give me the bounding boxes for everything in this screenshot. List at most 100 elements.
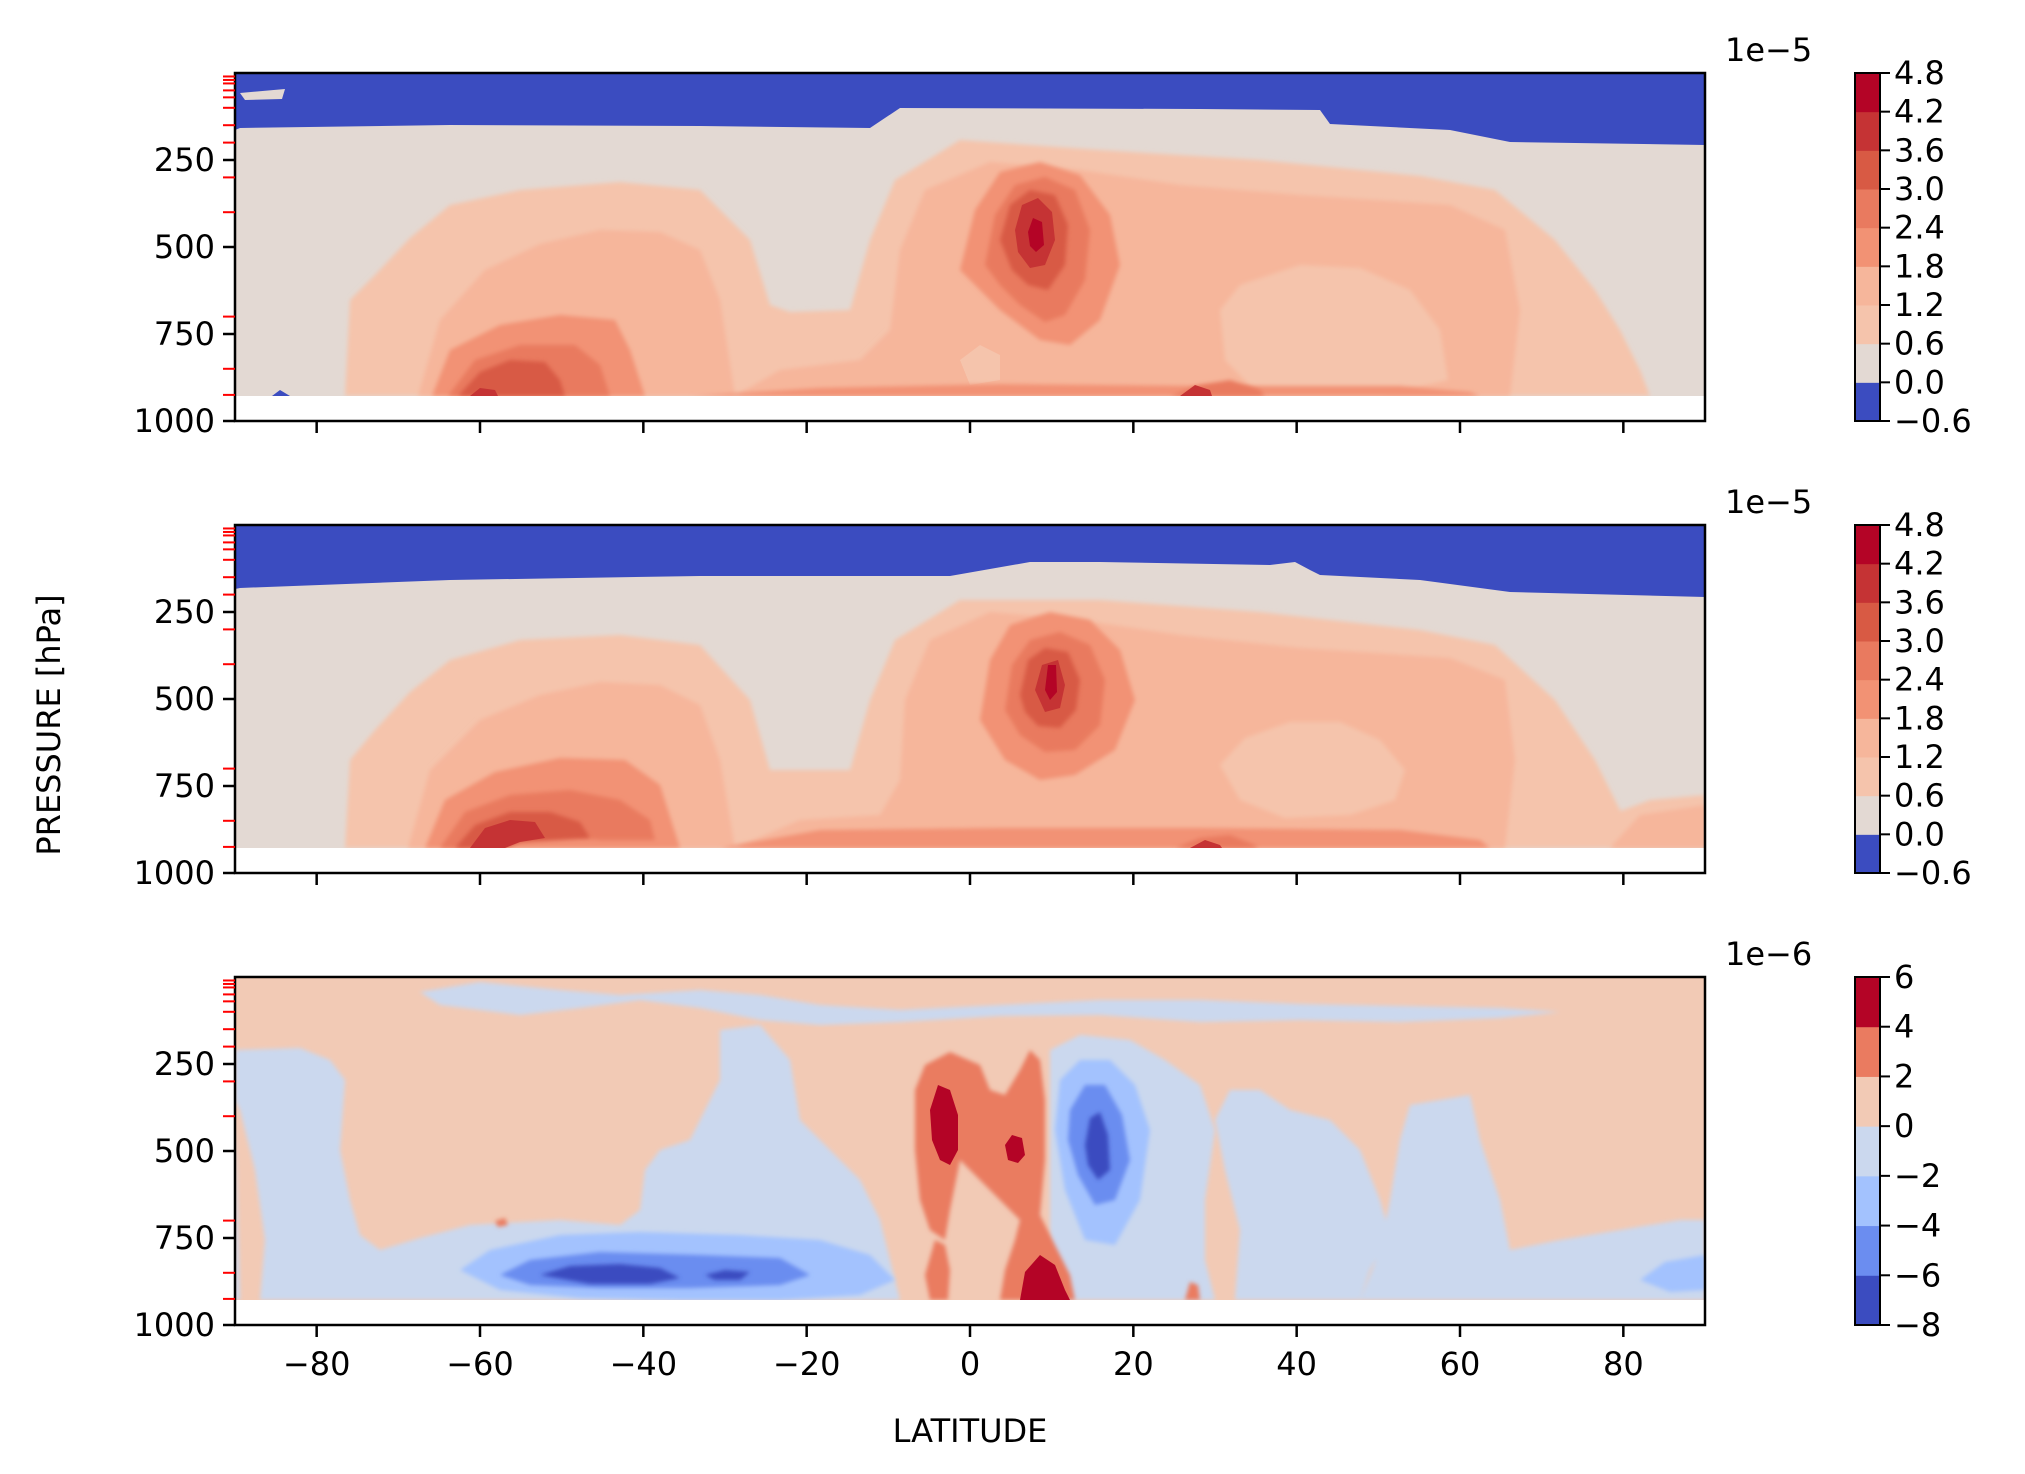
x-axis-middle [315,873,1625,885]
colorbar-tick-label: −6 [1894,1256,1941,1294]
colorbar-segment [1855,1225,1880,1276]
colorbar-multiplier: 1e−5 [1725,483,1812,521]
colorbar-segment [1855,227,1880,267]
colorbar-tick-label: 0.6 [1894,777,1945,815]
x-tick-label: 0 [960,1345,980,1383]
colorbar-segment [1855,563,1880,603]
colorbar-frame [1854,524,1881,874]
colorbar-tick-label: 0.0 [1894,815,1945,853]
y-tick-label: 500 [154,680,215,718]
colorbar-tick-label: 0 [1894,1107,1914,1145]
colorbar-tick-label: 4.8 [1894,506,1945,544]
x-tick-label: −80 [283,1345,351,1383]
x-tick-label: 80 [1603,1345,1644,1383]
colorbar-tick-label: 4.2 [1894,545,1945,583]
panel-bottom: 250 500 750 1000 −80 −60 −40 −20 0 20 40 60 80 [134,975,1707,1383]
colorbar-segment [1855,1275,1880,1326]
colorbar-tick-label: 4 [1894,1008,1914,1046]
colorbar-tick-label: 3.6 [1894,131,1945,169]
colorbar-tick-label: 1.8 [1894,699,1945,737]
colorbar-tick-label: 3.6 [1894,583,1945,621]
colorbar-tick-label: 1.8 [1894,247,1945,285]
colorbar-segment [1855,1175,1880,1227]
y-tick-label: 750 [154,1219,215,1257]
contour-l36-top [470,198,1212,396]
colorbar-segment [1855,718,1880,758]
y-tick-label: 250 [154,141,215,179]
colorbar-multiplier: 1e−6 [1725,935,1812,973]
contour-negative-band-middle [235,525,1705,597]
y-tick-label: 750 [154,315,215,353]
colorbar-segment [1855,1026,1880,1077]
y-tick-label: 1000 [134,854,215,892]
contour-lneg2-left-bottom [235,1025,900,1300]
colorbar-tick-label: 3.0 [1894,170,1945,208]
colorbar-tick-label: 2.4 [1894,661,1945,699]
colorbar-segment [1855,111,1880,151]
contour-l30-top [458,190,1068,396]
y-axis-label: PRESSURE [hPa] [30,594,68,855]
y-tick-label: 1000 [134,1306,215,1344]
colorbar-segment [1855,757,1880,797]
contour-gap-top [240,89,285,100]
colorbar-multiplier: 1e−5 [1725,31,1812,69]
x-tick-label: 60 [1440,1345,1481,1383]
x-axis-label: LATITUDE [893,1412,1048,1450]
x-tick-label: −40 [610,1345,678,1383]
contour-l4-bottom [930,1085,1070,1300]
x-tick-label: −60 [446,1345,514,1383]
colorbar-tick-label: −8 [1894,1306,1941,1344]
contour-l2-bottom [495,1050,1200,1300]
colorbar-tick-label: 6 [1894,958,1914,996]
colorbar-tick-label: 4.8 [1894,54,1945,92]
data-gap-bottom [235,1300,1705,1325]
contour-lneg2-right-bottom [1215,1090,1705,1300]
colorbar-segment [1855,343,1880,383]
contour-lneg2-top-bottom [420,982,1560,1025]
contour-l42-top [1028,218,1044,252]
y-tick-label: 250 [154,593,215,631]
y-tick-label: 500 [154,1132,215,1170]
colorbar-tick-label: 0.0 [1894,363,1945,401]
contour-l12-spot-top [960,345,1000,385]
colorbar-segment [1855,525,1880,565]
contour-l12-hole-top [1220,265,1448,396]
colorbar-tick-label: 4.2 [1894,93,1945,131]
x-tick-label: 40 [1276,1345,1317,1383]
y-tick-label: 750 [154,767,215,805]
colorbar-frame [1854,72,1881,422]
contour-negative-band-top [235,73,1705,145]
colorbar-segment [1855,641,1880,681]
colorbar-tick-label: −4 [1894,1207,1941,1245]
colorbar-segment [1855,795,1880,835]
colorbar-tick-label: 1.2 [1894,286,1945,324]
colorbar-segment [1855,305,1880,345]
y-axis-bottom: 250 500 750 1000 [134,979,235,1344]
colorbar-segment [1855,834,1880,874]
colorbar-top: 4.84.23.63.02.41.81.20.60.0−0.6 1e−5 [1725,31,1972,440]
colorbar-segment [1855,602,1880,642]
colorbar-tick-label: −2 [1894,1157,1941,1195]
y-axis-top: 250 500 750 1000 [134,75,235,440]
colorbar-segment [1855,189,1880,229]
y-axis-middle: 250 500 750 1000 [134,527,235,892]
colorbar-tick-label: 2.4 [1894,209,1945,247]
contour-l42-middle [1045,665,1057,700]
colorbar-tick-label: 1.2 [1894,738,1945,776]
colorbar-segment [1855,679,1880,719]
colorbar-tick-label: 3.0 [1894,622,1945,660]
x-axis-bottom: −80 −60 −40 −20 0 20 40 60 80 [283,1325,1644,1383]
colorbar-tick-label: −0.6 [1894,402,1972,440]
contour-field-top [235,73,1705,421]
colorbar-tick-label: −0.6 [1894,854,1972,892]
colorbar-segment [1855,73,1880,113]
colorbar-tick-label: 2 [1894,1057,1914,1095]
colorbar-segment [1855,1126,1880,1177]
contour-lneg6-bottom [500,1085,1130,1288]
colorbar-bottom: 6 4 2 0 −2 −4 −6 −8 1e−6 [1725,935,1941,1344]
panel-top: 250 500 750 1000 [134,71,1707,440]
panel-middle: 250 500 750 1000 [134,523,1707,892]
x-tick-label: −20 [773,1345,841,1383]
contour-l12-hole-middle [1220,722,1405,818]
